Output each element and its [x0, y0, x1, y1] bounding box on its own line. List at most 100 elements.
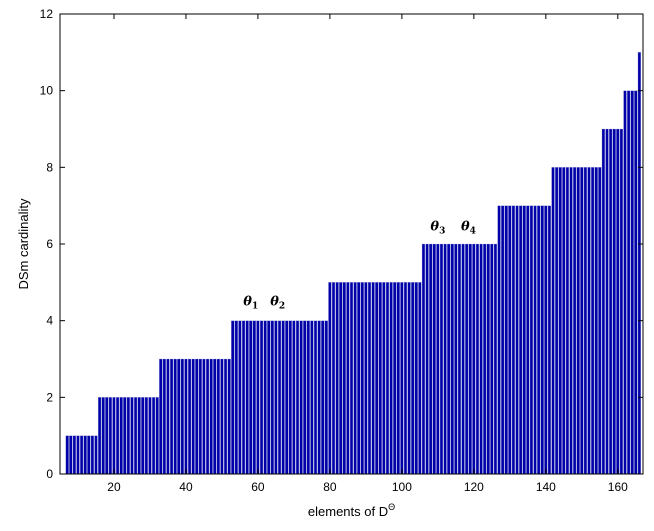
- bar: [598, 167, 602, 475]
- bar: [303, 320, 307, 475]
- bar: [130, 397, 134, 475]
- bar: [389, 282, 393, 475]
- bar: [627, 90, 631, 475]
- bar: [285, 320, 289, 475]
- bar: [493, 243, 498, 475]
- bar: [569, 167, 573, 475]
- bar: [123, 397, 127, 475]
- y-tick-label: 2: [46, 390, 53, 404]
- bar: [162, 358, 166, 475]
- x-axis-label-text: elements of D: [308, 504, 388, 519]
- bar: [407, 282, 411, 475]
- bar: [364, 282, 368, 475]
- annotations-group: θ1 θ2 θ3 θ4: [243, 220, 476, 312]
- bar: [418, 282, 422, 475]
- bar: [439, 243, 444, 475]
- bar: [249, 320, 253, 475]
- bar: [587, 167, 591, 475]
- bar: [205, 358, 210, 475]
- x-tick-label: 120: [464, 480, 484, 494]
- bar: [623, 90, 627, 475]
- bar: [288, 320, 292, 475]
- bar: [472, 243, 476, 475]
- bar: [245, 320, 249, 475]
- bar: [375, 282, 379, 475]
- bar: [159, 358, 163, 475]
- bar: [213, 358, 217, 475]
- bar: [306, 320, 310, 475]
- bar: [483, 243, 487, 475]
- y-axis-ticks: 0 2 4 6 8 10 12: [40, 7, 643, 481]
- x-tick-label: 40: [179, 480, 193, 494]
- bar: [144, 397, 148, 475]
- bar: [447, 243, 451, 475]
- bar: [321, 320, 325, 475]
- bar: [371, 282, 375, 475]
- bar: [313, 320, 318, 475]
- bar: [461, 243, 465, 475]
- bar: [216, 358, 220, 475]
- bar: [169, 358, 174, 475]
- bar: [601, 128, 605, 475]
- bar: [583, 167, 588, 475]
- bar: [112, 397, 116, 475]
- bar: [540, 205, 544, 475]
- bar: [580, 167, 584, 475]
- bar: [551, 167, 555, 475]
- bar: [137, 397, 141, 475]
- bar: [511, 205, 516, 475]
- bar: [166, 358, 170, 475]
- bar: [346, 282, 350, 475]
- bar: [227, 358, 231, 475]
- bar: [274, 320, 278, 475]
- bar: [465, 243, 469, 475]
- bar: [331, 282, 336, 475]
- bar: [616, 128, 620, 475]
- bar: [177, 358, 181, 475]
- bar: [299, 320, 303, 475]
- bar: [108, 397, 112, 475]
- theta-annotation: θ3: [430, 220, 445, 237]
- theta-annotation: θ2: [270, 294, 285, 311]
- bar: [295, 320, 300, 475]
- bar: [191, 358, 195, 475]
- bar: [310, 320, 314, 475]
- x-axis-label: elements of DΘ: [308, 502, 395, 519]
- bar: [339, 282, 343, 475]
- y-tick-label: 12: [40, 7, 54, 21]
- bar: [180, 358, 184, 475]
- bar: [526, 205, 530, 475]
- bar: [504, 205, 508, 475]
- bar: [537, 205, 541, 475]
- bar: [195, 358, 199, 475]
- bar: [202, 358, 206, 475]
- bar: [501, 205, 505, 475]
- y-tick-label: 4: [46, 314, 53, 328]
- bar: [292, 320, 296, 475]
- bar: [562, 167, 566, 475]
- bar: [508, 205, 512, 475]
- bar: [393, 282, 397, 475]
- bar: [69, 435, 73, 475]
- bar: [634, 90, 638, 475]
- y-tick-label: 0: [46, 467, 53, 481]
- x-tick-label: 60: [251, 480, 265, 494]
- x-tick-label: 100: [392, 480, 412, 494]
- bar: [263, 320, 267, 475]
- bar: [385, 282, 390, 475]
- bar: [94, 435, 98, 475]
- bar: [475, 243, 480, 475]
- bar: [522, 205, 526, 475]
- bar: [151, 397, 156, 475]
- bar: [184, 358, 188, 475]
- x-axis-ticks: 20 40 60 80 100 120 140 160: [107, 14, 628, 494]
- bar: [155, 397, 159, 475]
- y-tick-label: 8: [46, 160, 53, 174]
- x-tick-label: 160: [608, 480, 628, 494]
- bar: [591, 167, 595, 475]
- bar: [342, 282, 346, 475]
- bar: [479, 243, 483, 475]
- bar: [126, 397, 130, 475]
- bar: [619, 128, 623, 475]
- bar: [432, 243, 436, 475]
